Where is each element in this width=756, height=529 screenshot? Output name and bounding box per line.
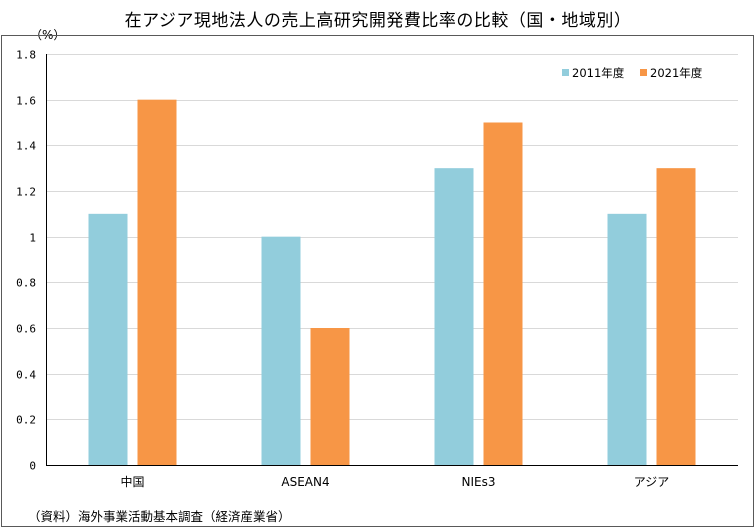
y-tick-label: 1.8 xyxy=(16,49,36,62)
bar-2021 xyxy=(137,99,177,466)
x-category-label: ASEAN4 xyxy=(281,475,329,489)
legend-label: 2021年度 xyxy=(650,66,703,80)
y-tick-label: 1.4 xyxy=(16,140,36,153)
y-tick-label: 0 xyxy=(29,460,36,473)
legend-label: 2011年度 xyxy=(572,66,625,80)
y-tick-label: 0.4 xyxy=(16,369,36,382)
x-category-label: NIEs3 xyxy=(462,475,496,489)
chart-frame xyxy=(1,35,754,527)
y-tick-label: 0.8 xyxy=(16,277,36,290)
y-tick-label: 1.6 xyxy=(16,95,36,108)
bar-2011 xyxy=(261,236,301,465)
chart-title: 在アジア現地法人の売上高研究開発費比率の比較（国・地域別） xyxy=(124,11,632,31)
y-tick-label: 1 xyxy=(29,232,36,245)
legend-swatch xyxy=(640,69,647,76)
y-tick-label: 1.2 xyxy=(16,186,36,199)
x-category-label: アジア xyxy=(634,475,670,489)
bar-2021 xyxy=(310,328,350,465)
bar-2011 xyxy=(88,213,128,465)
bar-2021 xyxy=(656,168,696,465)
legend-swatch xyxy=(562,69,569,76)
x-category-label: 中国 xyxy=(120,474,144,489)
bar-2021 xyxy=(483,122,523,465)
bar-2011 xyxy=(607,213,647,465)
y-tick-label: 0.2 xyxy=(16,414,36,427)
source-note: （資料）海外事業活動基本調査（経済産業省） xyxy=(28,509,291,524)
bar-2011 xyxy=(434,168,474,465)
y-tick-label: 0.6 xyxy=(16,323,36,336)
